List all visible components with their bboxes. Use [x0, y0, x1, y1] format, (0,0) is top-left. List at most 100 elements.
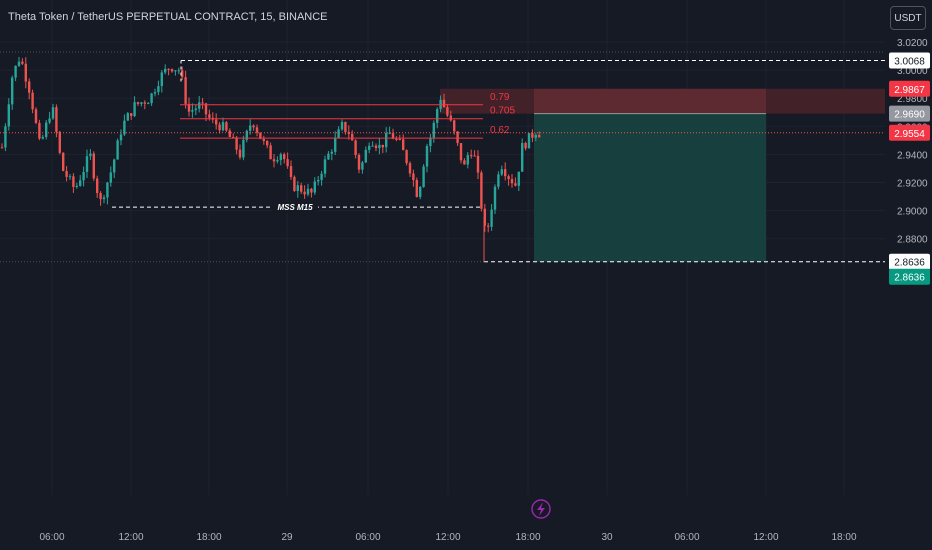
candle-body: [198, 102, 201, 109]
candle-body: [527, 133, 531, 149]
position-zones: [440, 88, 885, 262]
x-tick-label: 12:00: [435, 532, 460, 543]
candle-body: [177, 70, 180, 72]
candle-body: [249, 125, 252, 131]
x-tick-label: 30: [601, 532, 613, 543]
candle-body: [517, 171, 520, 186]
candle-body: [524, 142, 527, 149]
candle-body: [412, 173, 415, 181]
price-label: 2.9554: [894, 129, 925, 140]
candle-body: [160, 72, 163, 87]
y-tick-label: 2.9000: [897, 207, 928, 218]
candle-body: [497, 174, 500, 187]
candle-body: [89, 153, 92, 157]
candle-body: [490, 209, 493, 227]
candle-body: [470, 155, 473, 157]
candle-body: [187, 103, 191, 112]
candle-body: [534, 135, 537, 138]
candle-body: [215, 119, 218, 125]
price-label: 2.9867: [894, 85, 925, 96]
candle-body: [255, 127, 259, 133]
candle-body: [259, 132, 262, 139]
candle-body: [99, 193, 102, 200]
candle-body: [368, 145, 371, 150]
candle-body: [504, 169, 507, 177]
price-label: 2.9690: [894, 110, 925, 121]
candle-body: [58, 131, 61, 153]
candle-body: [14, 65, 17, 78]
candle-body: [323, 159, 327, 174]
y-tick-label: 3.0000: [897, 66, 928, 77]
candle-body: [140, 102, 143, 104]
x-tick-label: 12:00: [118, 532, 143, 543]
candle-body: [218, 124, 221, 131]
candle-body: [453, 120, 456, 132]
candle-body: [538, 135, 541, 138]
candle-body: [391, 133, 395, 139]
candle-body: [191, 110, 194, 112]
candle-body: [276, 160, 279, 162]
candle-body: [242, 139, 245, 158]
candle-body: [106, 182, 109, 198]
y-tick-label: 2.9200: [897, 179, 928, 190]
candle-body: [289, 166, 293, 177]
candle-body: [204, 103, 208, 115]
candle-body: [415, 180, 418, 197]
candle-body: [92, 153, 95, 179]
candle-body: [208, 114, 211, 118]
y-tick-label: 2.8800: [897, 235, 928, 246]
price-label-box: [889, 80, 930, 97]
candle-body: [327, 153, 330, 160]
candle-body: [41, 137, 44, 139]
candle-body: [24, 63, 27, 82]
candle-body: [306, 188, 310, 195]
candle-body: [429, 137, 432, 147]
candle-body: [62, 152, 65, 171]
price-label-box: [889, 268, 930, 285]
candle-body: [521, 142, 524, 172]
candle-body: [21, 61, 24, 64]
candle-body: [225, 122, 228, 131]
candle-body: [228, 130, 231, 137]
x-tick-label: 18:00: [831, 532, 856, 543]
candle-body: [133, 102, 136, 117]
candle-body: [483, 208, 486, 226]
candle-body: [109, 172, 112, 183]
candle-body: [405, 150, 408, 164]
candle-body: [201, 102, 204, 104]
y-tick-label: 2.9800: [897, 94, 928, 105]
candle-body: [500, 169, 503, 175]
candle-body: [378, 144, 381, 149]
candle-body: [167, 68, 170, 70]
lightning-icon[interactable]: [531, 499, 551, 519]
candle-body: [262, 138, 265, 141]
candle-body: [425, 146, 429, 167]
candle-body: [476, 155, 480, 173]
candle-body: [456, 131, 459, 144]
price-label-box: [889, 253, 930, 270]
candle-body: [164, 68, 167, 73]
y-tick-label: 2.9400: [897, 150, 928, 161]
candle-body: [235, 137, 238, 150]
candle-body: [31, 92, 34, 110]
candle-body: [480, 172, 483, 209]
currency-button[interactable]: USDT: [890, 6, 926, 30]
candle-body: [48, 118, 51, 123]
candle-body: [514, 183, 517, 186]
candle-body: [96, 178, 99, 194]
candle-body: [252, 125, 255, 128]
target-zone: [534, 113, 766, 262]
candle-body: [0, 147, 4, 149]
candle-body: [153, 92, 157, 94]
candle-body: [361, 162, 364, 170]
candle-body: [143, 102, 146, 104]
candle-body: [283, 154, 286, 160]
candle-body: [459, 143, 463, 161]
candle-body: [34, 109, 38, 123]
candle-body: [357, 154, 361, 170]
candle-body: [296, 185, 299, 191]
candle-body: [72, 176, 75, 187]
candle-body: [184, 77, 187, 104]
candle-body: [116, 140, 119, 160]
